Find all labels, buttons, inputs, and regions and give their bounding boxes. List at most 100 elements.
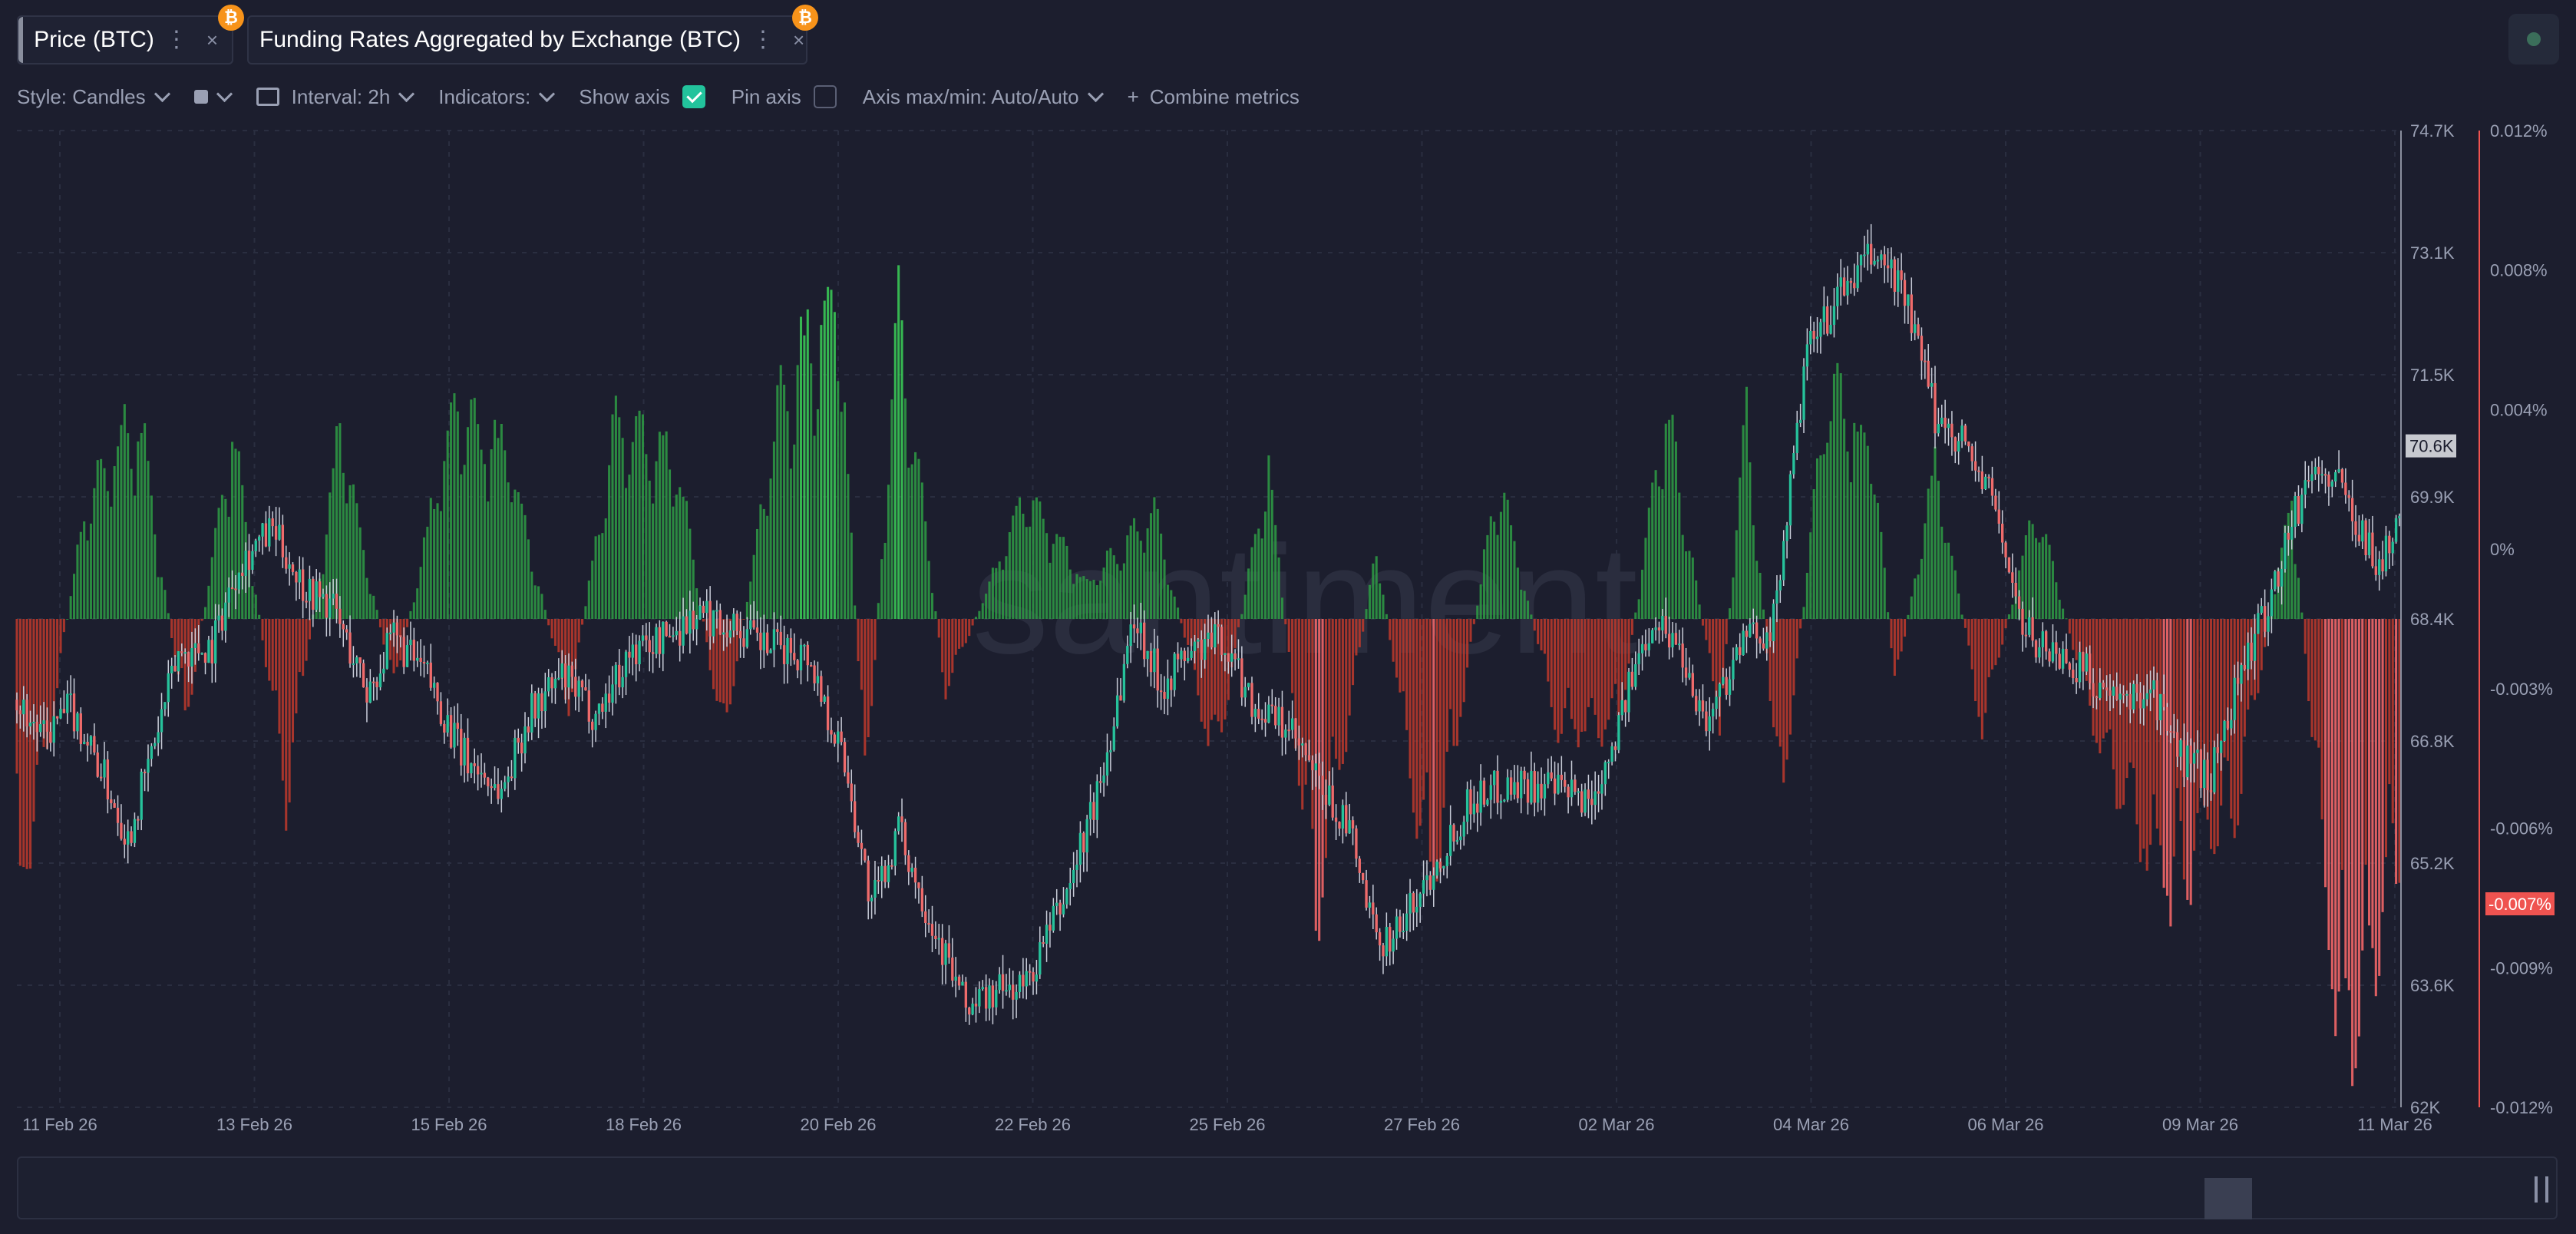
funding-bar [614,395,617,619]
candle-body [1438,862,1442,868]
funding-bar [2368,619,2371,926]
candle-body [99,776,103,779]
funding-bar [2179,619,2182,822]
candle-body [843,742,847,772]
candle-body [2099,683,2102,699]
candle-body [372,681,375,683]
funding-bar [1957,593,1960,619]
funding-bar [752,554,755,619]
candle-body [1358,859,1361,873]
candle-body [2155,680,2159,720]
candle-body [1217,624,1220,627]
close-icon[interactable]: × [206,28,218,51]
settings-toggle-button[interactable] [2508,14,2559,65]
funding-bar [2206,619,2209,820]
funding-bar [520,503,523,619]
funding-bar [1136,531,1139,619]
candle-body [1062,904,1065,915]
candle-body [2317,466,2320,475]
candle-body [422,661,426,664]
candle-body [2058,653,2061,669]
funding-bar [854,605,857,619]
show-axis-toggle[interactable]: Show axis [579,85,705,109]
more-options-icon[interactable]: ⋮ [751,27,775,52]
funding-bar [365,577,368,619]
candle-body [1119,695,1122,701]
color-dropdown[interactable] [193,85,233,104]
tab-price-btc[interactable]: Price (BTC) ⋮ × [17,15,233,65]
candle-body [2142,699,2145,709]
funding-bar [1537,619,1540,644]
timeline-navigator[interactable] [17,1156,2558,1219]
funding-bar [1432,619,1435,888]
candle-body [708,600,712,637]
funding-bar [2324,619,2327,888]
funding-bar [2344,619,2347,978]
funding-bar [1351,619,1355,686]
funding-bar [1647,508,1650,619]
candle-body [779,631,782,646]
funding-bar [668,469,672,619]
interval-dropdown[interactable]: Interval: 2h [256,85,415,109]
candle-body [325,594,329,618]
candle-body [2078,652,2082,683]
candle-body [698,605,702,620]
funding-bar [2347,619,2350,991]
style-dropdown[interactable]: Style: Candles [17,85,170,109]
candle-body [1580,791,1584,813]
funding-bar [1809,532,1812,619]
pin-axis-checkbox[interactable] [813,85,837,108]
combine-metrics-button[interactable]: + Combine metrics [1128,85,1300,109]
candle-body [1001,974,1005,991]
funding-bar [1438,619,1442,872]
funding-bar [1025,527,1028,619]
candle-body [339,608,342,624]
funding-bar [1119,571,1122,619]
navigator-window[interactable] [2204,1178,2252,1219]
funding-bar [127,433,130,619]
funding-bar [810,363,813,619]
funding-bar [490,449,493,619]
funding-bar [2001,619,2004,645]
candle-body [1099,781,1102,783]
funding-bar [988,581,991,619]
interval-icon [256,88,279,106]
candle-body [1126,646,1129,664]
candle-body [847,772,850,784]
candle-body [799,644,803,671]
candle-body [1362,872,1365,881]
candle-body [2337,469,2340,472]
tab-label: Funding Rates Aggregated by Exchange (BT… [259,27,741,52]
candle-body [1584,789,1587,813]
funding-bar [345,503,348,619]
candle-body [820,676,823,702]
funding-bar [433,508,436,619]
funding-bar [631,442,634,619]
close-icon[interactable]: × [793,28,805,51]
candle-body [1049,925,1052,931]
funding-bar [570,619,573,693]
axis-minmax-dropdown[interactable]: Axis max/min: Auto/Auto [863,85,1104,109]
funding-bar [1651,482,1654,619]
funding-bar [1506,499,1509,619]
show-axis-checkbox[interactable] [682,85,705,108]
more-options-icon[interactable]: ⋮ [164,27,188,52]
tab-funding-rates[interactable]: Funding Rates Aggregated by Exchange (BT… [247,15,807,65]
funding-bar [325,534,328,619]
candle-body [1846,280,1849,296]
funding-bar [806,309,809,619]
candle-body [1802,366,1805,420]
funding-bar [1075,574,1078,619]
chart-canvas[interactable]: santiment74.7K73.1K71.5K69.9K68.4K66.8K6… [0,0,2576,1152]
indicators-dropdown[interactable]: Indicators: [438,85,556,109]
price-axis: 74.7K 73.1K 71.5K 69.9K 68.4K 66.8K 65.2K 63.6K… [2410,121,2455,1117]
candle-body [244,551,247,576]
candle-body [1153,648,1156,673]
candle-body [1550,772,1553,779]
candle-body [1849,280,1853,283]
pause-icon[interactable] [2535,1176,2548,1203]
pin-axis-toggle[interactable]: Pin axis [732,85,837,109]
candle-body [203,653,207,663]
funding-bar [110,506,113,619]
funding-bar [2041,537,2044,619]
